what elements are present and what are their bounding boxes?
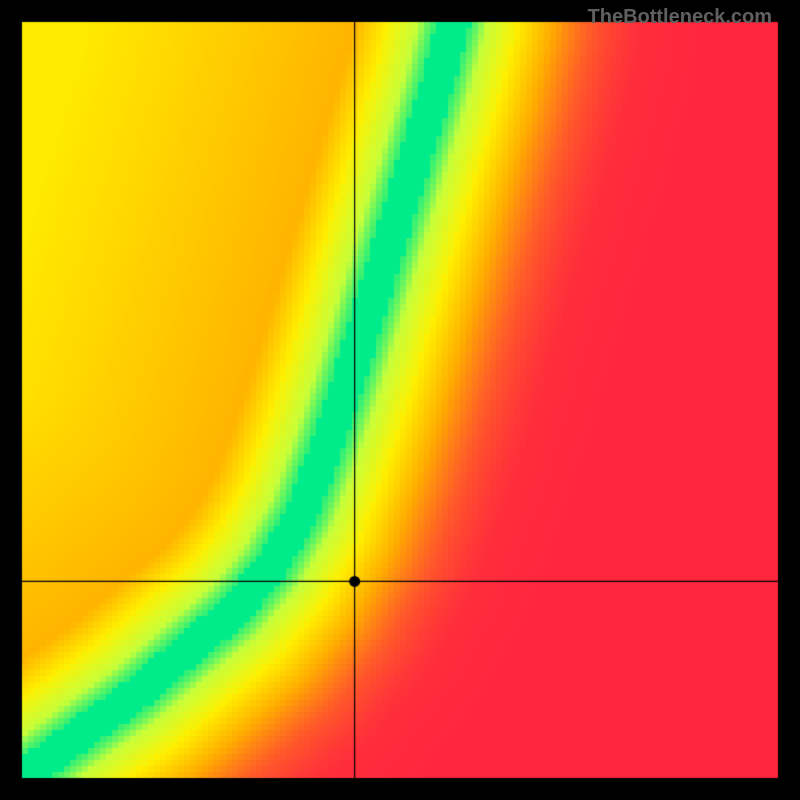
- heatmap-canvas: [0, 0, 800, 800]
- watermark-text: TheBottleneck.com: [588, 6, 772, 29]
